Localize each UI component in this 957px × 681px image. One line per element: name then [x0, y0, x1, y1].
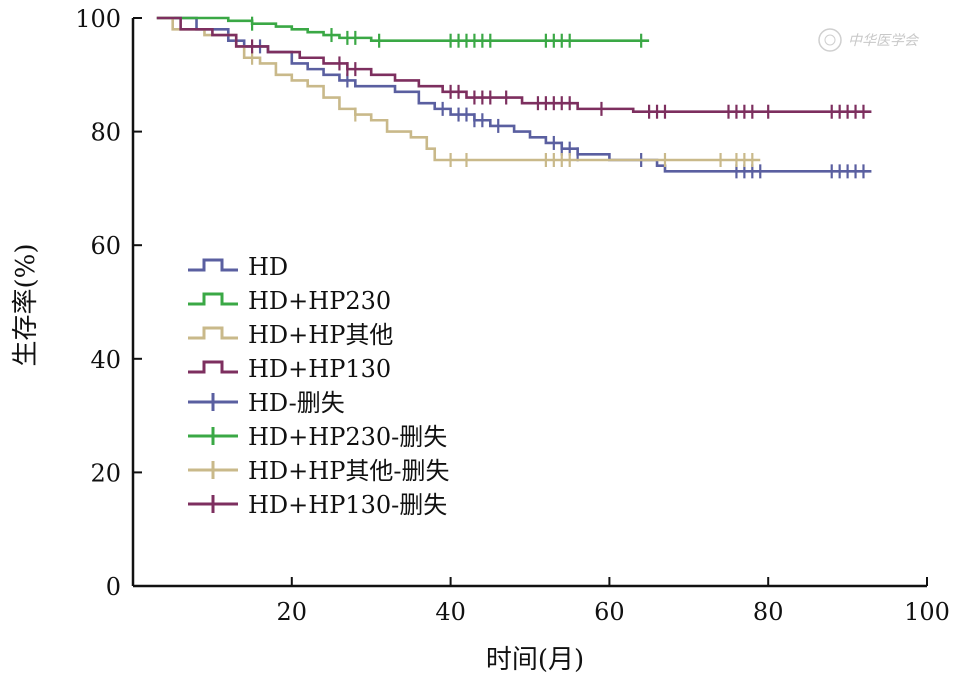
x-ticks: 20 40 60 80 100 — [277, 577, 950, 626]
series-layer — [156, 16, 872, 179]
legend-item: HD+HP其他-删失 — [188, 457, 449, 485]
legend-label: HD+HP其他-删失 — [248, 457, 449, 485]
watermark: 中华医学会 — [818, 28, 920, 52]
legend-item: HD+HP130 — [188, 355, 391, 383]
series-line — [156, 16, 650, 43]
y-tick-label: 20 — [90, 459, 121, 487]
y-tick-label: 80 — [90, 119, 121, 147]
y-tick-label: 0 — [106, 573, 121, 601]
legend-label: HD+HP130 — [248, 355, 391, 383]
legend-item: HD — [188, 253, 288, 281]
legend-step-swatch — [188, 326, 238, 340]
legend-label: HD+HP130-删失 — [248, 491, 447, 519]
series-4 — [156, 16, 872, 119]
y-ticks: 0 20 40 60 80 100 — [75, 5, 142, 601]
series-line — [156, 16, 872, 114]
legend-step-swatch — [188, 258, 238, 272]
legend: HD HD+HP230 HD+HP其他 HD+HP130 HD-删失 HD+HP230-删… — [188, 253, 449, 519]
y-tick-label: 60 — [90, 232, 121, 260]
y-tick-label: 100 — [75, 5, 121, 33]
series-2 — [156, 16, 650, 48]
legend-label: HD-删失 — [248, 389, 345, 417]
legend-step-swatch — [188, 360, 238, 374]
watermark-text: 中华医学会 — [848, 33, 920, 49]
y-tick-label: 40 — [90, 346, 121, 374]
axes — [131, 18, 927, 588]
watermark-logo-inner — [824, 34, 836, 46]
legend-label: HD — [248, 253, 288, 281]
legend-step-swatch — [188, 292, 238, 306]
legend-item: HD+HP其他 — [188, 321, 393, 349]
legend-label: HD+HP230 — [248, 287, 391, 315]
legend-item: HD+HP130-删失 — [188, 491, 447, 519]
x-tick-label: 80 — [753, 598, 784, 626]
x-tick-label: 60 — [594, 598, 625, 626]
x-axis-title: 时间(月) — [486, 645, 584, 675]
legend-label: HD+HP其他 — [248, 321, 393, 349]
legend-label: HD+HP230-删失 — [248, 423, 447, 451]
y-axis-title: 生存率(%) — [11, 244, 41, 367]
legend-item: HD+HP230 — [188, 287, 391, 315]
x-tick-label: 40 — [435, 598, 466, 626]
legend-item: HD+HP230-删失 — [188, 423, 447, 451]
legend-item: HD-删失 — [188, 389, 345, 417]
watermark-logo-icon — [818, 28, 842, 52]
x-tick-label: 20 — [277, 598, 308, 626]
x-tick-label: 100 — [904, 598, 950, 626]
